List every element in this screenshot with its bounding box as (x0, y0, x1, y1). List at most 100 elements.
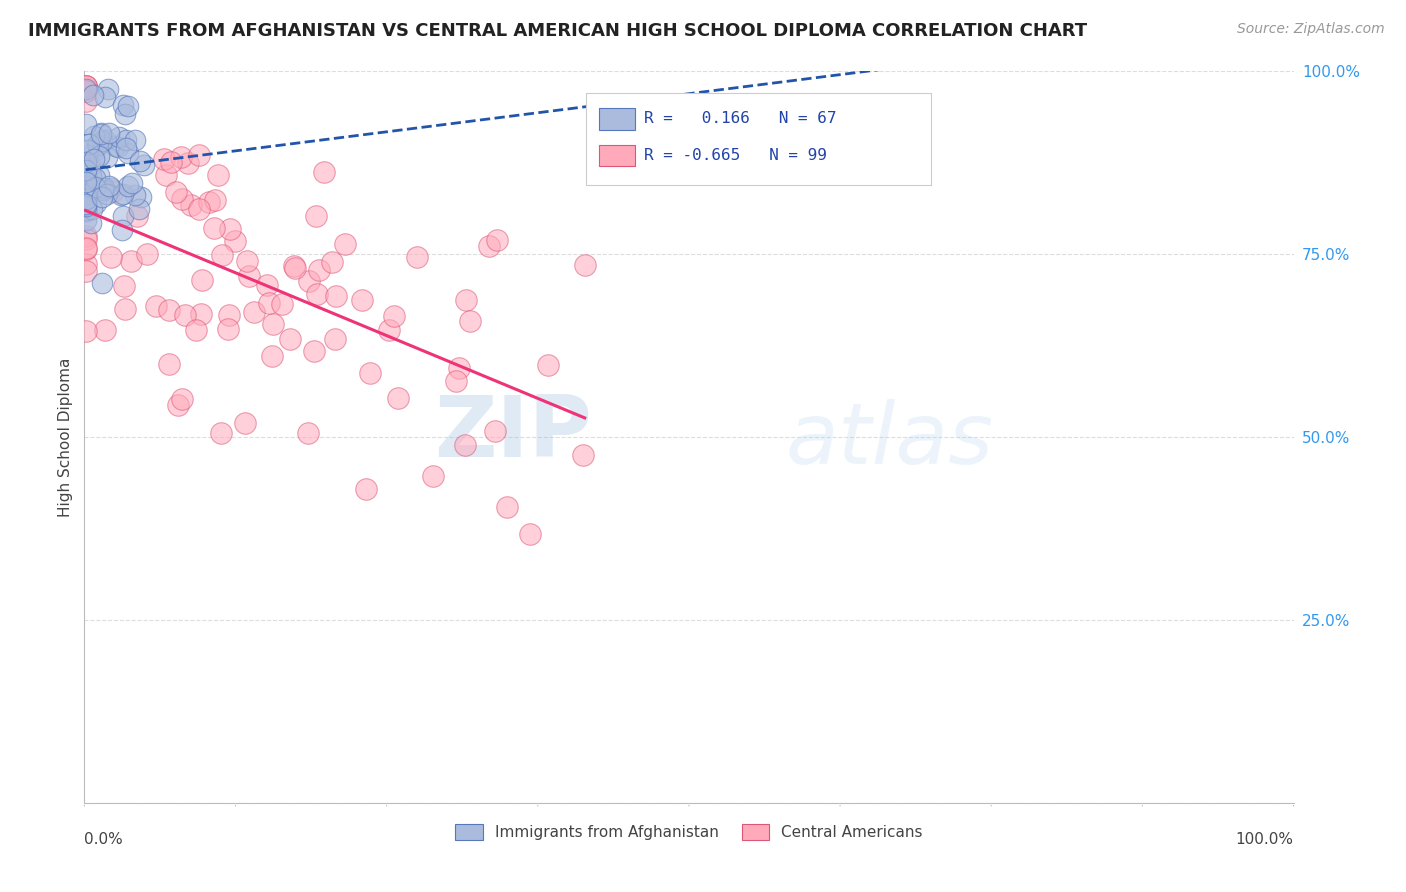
Point (172, 392, 194, 406)
Point (180, 198, 202, 212)
Point (117, 178, 139, 193)
Point (112, 98, 135, 112)
Point (256, 277, 278, 292)
Point (75, 158, 97, 172)
Point (537, 358, 560, 372)
Point (359, 367, 381, 381)
Text: atlas: atlas (786, 400, 994, 483)
Point (184, 323, 207, 337)
Point (75, 155, 97, 169)
Point (378, 323, 401, 337)
Point (283, 260, 305, 274)
Point (75, 84, 97, 98)
Point (93, 90, 115, 104)
Point (308, 262, 330, 277)
Point (75, 203, 97, 218)
Point (571, 448, 593, 462)
Point (75, 82, 97, 96)
Point (444, 374, 467, 388)
Point (112, 278, 135, 293)
Text: 0.0%: 0.0% (84, 832, 124, 847)
Point (100, 251, 122, 265)
Point (75, 192, 97, 206)
Point (91, 277, 114, 291)
Point (75, 162, 97, 177)
Point (110, 188, 132, 202)
Point (238, 268, 260, 283)
Point (270, 297, 292, 311)
Point (75, 164, 97, 178)
Point (202, 220, 225, 235)
Point (235, 254, 257, 268)
Point (120, 253, 142, 268)
Point (75, 229, 97, 244)
Point (157, 357, 180, 371)
Point (155, 168, 177, 182)
Point (75, 117, 97, 131)
Point (257, 296, 280, 310)
Point (298, 274, 321, 288)
Point (484, 424, 506, 438)
Point (75, 263, 97, 277)
Point (458, 313, 481, 327)
Point (350, 293, 373, 307)
Point (312, 165, 335, 179)
Point (478, 239, 501, 253)
Point (485, 234, 508, 248)
Point (75, 241, 97, 255)
Point (157, 302, 180, 317)
Point (354, 482, 377, 496)
Point (278, 332, 301, 346)
Point (224, 234, 246, 248)
Point (82, 88, 104, 103)
Point (75, 257, 97, 271)
Point (82, 202, 104, 217)
Point (79, 158, 101, 172)
Point (75, 171, 97, 186)
Point (97, 82, 120, 96)
FancyBboxPatch shape (599, 108, 634, 129)
Point (111, 186, 134, 201)
Point (114, 301, 136, 316)
Point (75, 169, 97, 184)
Text: Source: ZipAtlas.com: Source: ZipAtlas.com (1237, 22, 1385, 37)
Point (80, 169, 103, 183)
Point (75, 178, 97, 193)
Point (75, 94, 97, 108)
FancyBboxPatch shape (586, 94, 931, 185)
FancyBboxPatch shape (599, 145, 634, 166)
Point (75, 212, 97, 227)
Point (242, 305, 264, 319)
Point (83, 128, 105, 143)
Point (121, 176, 143, 190)
Point (197, 195, 219, 210)
Point (124, 188, 146, 202)
Point (204, 193, 226, 207)
Point (325, 289, 347, 303)
Point (75, 78, 97, 93)
Point (305, 209, 328, 223)
Point (100, 181, 122, 195)
Point (177, 156, 200, 170)
Point (422, 468, 444, 483)
Point (75, 168, 97, 182)
Point (83, 180, 105, 194)
Point (323, 332, 346, 346)
Point (111, 223, 134, 237)
Point (260, 349, 283, 363)
Point (83, 170, 105, 185)
Point (160, 154, 183, 169)
Point (170, 150, 193, 164)
Point (93, 181, 115, 195)
Point (384, 309, 406, 323)
Point (75, 202, 97, 217)
Point (87, 137, 110, 152)
Point (574, 258, 596, 272)
Legend: Immigrants from Afghanistan, Central Americans: Immigrants from Afghanistan, Central Ame… (449, 818, 929, 847)
Point (166, 398, 188, 412)
Text: IMMIGRANTS FROM AFGHANISTAN VS CENTRAL AMERICAN HIGH SCHOOL DIPLOMA CORRELATION : IMMIGRANTS FROM AFGHANISTAN VS CENTRAL A… (28, 22, 1087, 40)
Point (321, 255, 343, 269)
Text: R = -0.665   N = 99: R = -0.665 N = 99 (644, 148, 827, 163)
Point (112, 209, 135, 223)
Point (75, 243, 97, 257)
